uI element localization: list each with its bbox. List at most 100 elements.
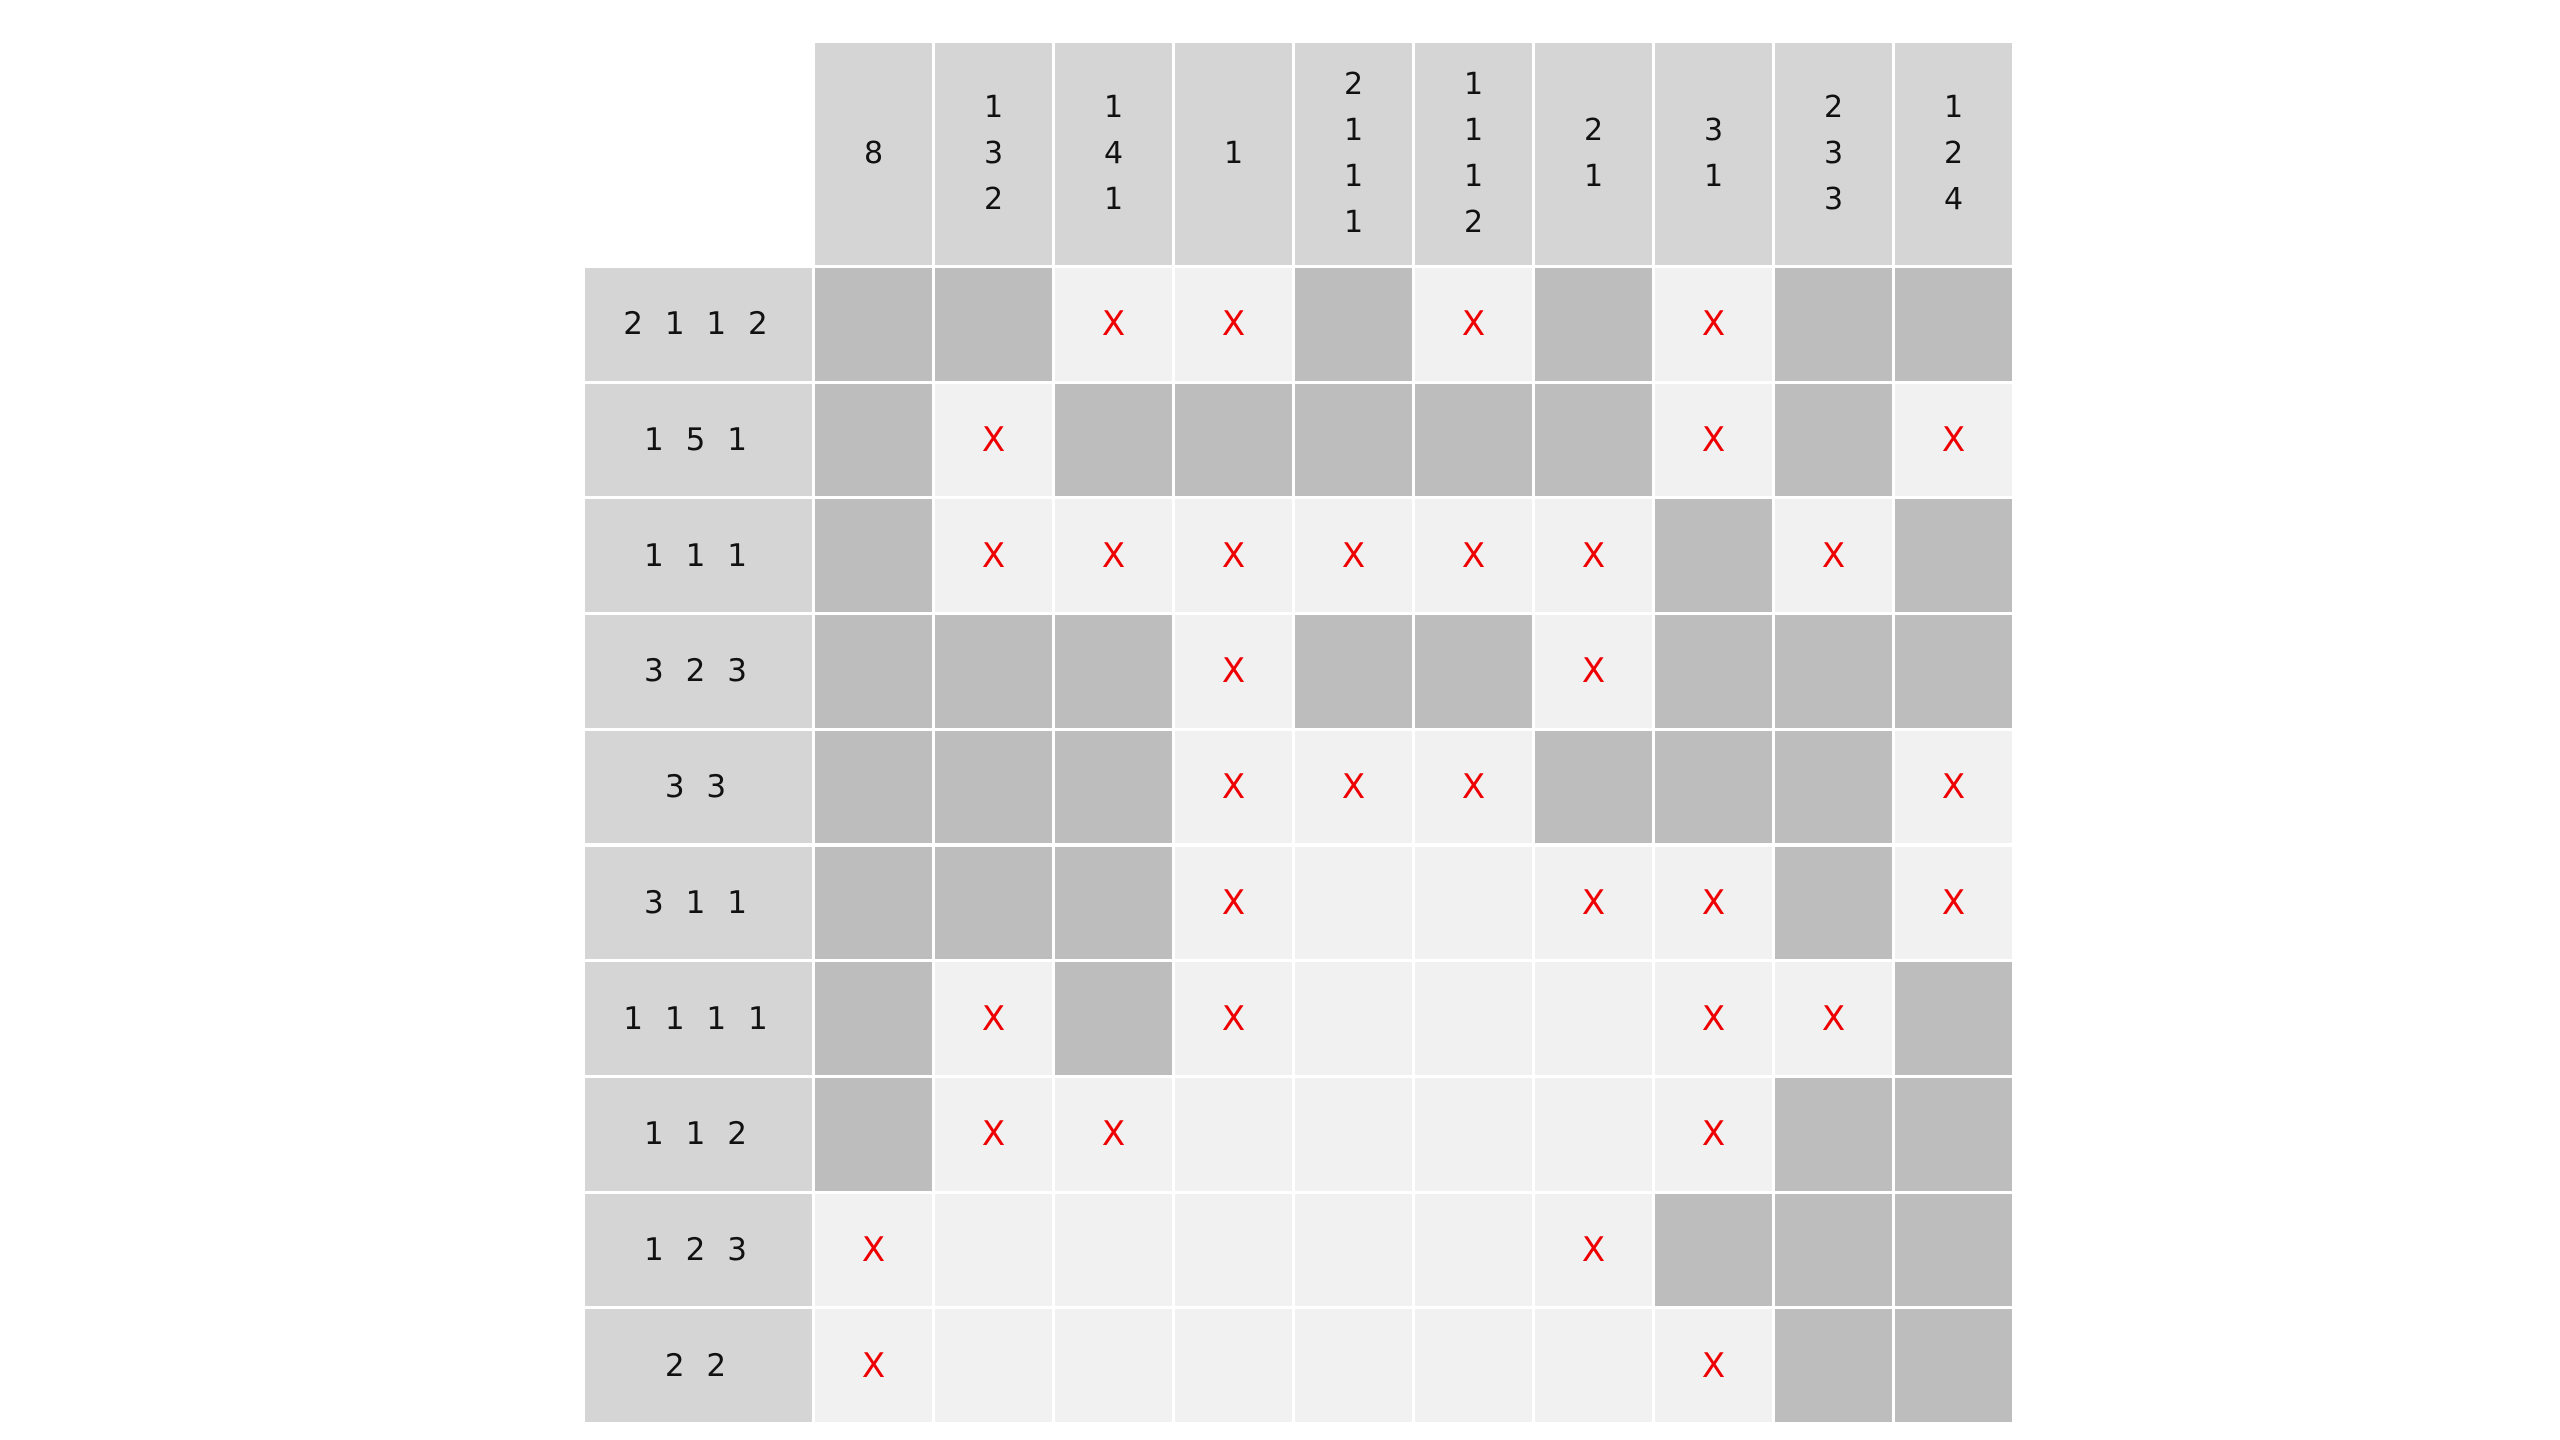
empty-cell[interactable] bbox=[1415, 1193, 1532, 1307]
filled-cell[interactable] bbox=[815, 962, 932, 1075]
filled-cell[interactable] bbox=[1055, 846, 1172, 960]
crossed-cell[interactable]: X bbox=[1415, 499, 1532, 613]
crossed-cell[interactable]: X bbox=[1535, 499, 1652, 613]
crossed-cell[interactable]: X bbox=[1535, 615, 1652, 728]
empty-cell[interactable] bbox=[1055, 1309, 1172, 1422]
filled-cell[interactable] bbox=[1535, 730, 1652, 844]
empty-cell[interactable] bbox=[1175, 1193, 1292, 1307]
crossed-cell[interactable]: X bbox=[1655, 1309, 1772, 1422]
filled-cell[interactable] bbox=[1295, 268, 1412, 381]
empty-cell[interactable] bbox=[1295, 1193, 1412, 1307]
crossed-cell[interactable]: X bbox=[1295, 730, 1412, 844]
crossed-cell[interactable]: X bbox=[935, 962, 1052, 1075]
filled-cell[interactable] bbox=[1775, 268, 1892, 381]
filled-cell[interactable] bbox=[935, 846, 1052, 960]
crossed-cell[interactable]: X bbox=[935, 1077, 1052, 1191]
filled-cell[interactable] bbox=[1775, 615, 1892, 728]
filled-cell[interactable] bbox=[1055, 383, 1172, 497]
crossed-cell[interactable]: X bbox=[1055, 1077, 1172, 1191]
empty-cell[interactable] bbox=[1535, 962, 1652, 1075]
filled-cell[interactable] bbox=[815, 846, 932, 960]
filled-cell[interactable] bbox=[1775, 730, 1892, 844]
empty-cell[interactable] bbox=[1175, 1077, 1292, 1191]
empty-cell[interactable] bbox=[1535, 1077, 1652, 1191]
crossed-cell[interactable]: X bbox=[1775, 962, 1892, 1075]
crossed-cell[interactable]: X bbox=[1655, 1077, 1772, 1191]
filled-cell[interactable] bbox=[1895, 268, 2012, 381]
filled-cell[interactable] bbox=[1775, 846, 1892, 960]
filled-cell[interactable] bbox=[1055, 962, 1172, 1075]
crossed-cell[interactable]: X bbox=[1535, 1193, 1652, 1307]
empty-cell[interactable] bbox=[935, 1309, 1052, 1422]
filled-cell[interactable] bbox=[1295, 615, 1412, 728]
filled-cell[interactable] bbox=[815, 268, 932, 381]
crossed-cell[interactable]: X bbox=[1655, 962, 1772, 1075]
crossed-cell[interactable]: X bbox=[935, 383, 1052, 497]
filled-cell[interactable] bbox=[1295, 383, 1412, 497]
filled-cell[interactable] bbox=[1415, 615, 1532, 728]
filled-cell[interactable] bbox=[1895, 1077, 2012, 1191]
crossed-cell[interactable]: X bbox=[1175, 846, 1292, 960]
crossed-cell[interactable]: X bbox=[1295, 499, 1412, 613]
crossed-cell[interactable]: X bbox=[1655, 846, 1772, 960]
crossed-cell[interactable]: X bbox=[1175, 499, 1292, 613]
empty-cell[interactable] bbox=[935, 1193, 1052, 1307]
crossed-cell[interactable]: X bbox=[1175, 962, 1292, 1075]
crossed-cell[interactable]: X bbox=[1775, 499, 1892, 613]
filled-cell[interactable] bbox=[1775, 1193, 1892, 1307]
filled-cell[interactable] bbox=[1895, 962, 2012, 1075]
empty-cell[interactable] bbox=[1415, 962, 1532, 1075]
filled-cell[interactable] bbox=[1655, 1193, 1772, 1307]
filled-cell[interactable] bbox=[1655, 730, 1772, 844]
crossed-cell[interactable]: X bbox=[1055, 499, 1172, 613]
crossed-cell[interactable]: X bbox=[815, 1309, 932, 1422]
filled-cell[interactable] bbox=[1895, 615, 2012, 728]
crossed-cell[interactable]: X bbox=[1175, 268, 1292, 381]
filled-cell[interactable] bbox=[1175, 383, 1292, 497]
empty-cell[interactable] bbox=[1295, 1077, 1412, 1191]
crossed-cell[interactable]: X bbox=[1895, 730, 2012, 844]
filled-cell[interactable] bbox=[1535, 383, 1652, 497]
filled-cell[interactable] bbox=[1775, 1309, 1892, 1422]
crossed-cell[interactable]: X bbox=[815, 1193, 932, 1307]
filled-cell[interactable] bbox=[935, 268, 1052, 381]
crossed-cell[interactable]: X bbox=[1655, 383, 1772, 497]
crossed-cell[interactable]: X bbox=[1895, 846, 2012, 960]
crossed-cell[interactable]: X bbox=[1895, 383, 2012, 497]
crossed-cell[interactable]: X bbox=[1175, 615, 1292, 728]
filled-cell[interactable] bbox=[1895, 499, 2012, 613]
crossed-cell[interactable]: X bbox=[935, 499, 1052, 613]
filled-cell[interactable] bbox=[1415, 383, 1532, 497]
crossed-cell[interactable]: X bbox=[1415, 268, 1532, 381]
filled-cell[interactable] bbox=[815, 499, 932, 613]
filled-cell[interactable] bbox=[1655, 499, 1772, 613]
crossed-cell[interactable]: X bbox=[1415, 730, 1532, 844]
filled-cell[interactable] bbox=[1055, 730, 1172, 844]
filled-cell[interactable] bbox=[1535, 268, 1652, 381]
filled-cell[interactable] bbox=[1055, 615, 1172, 728]
empty-cell[interactable] bbox=[1415, 846, 1532, 960]
crossed-cell[interactable]: X bbox=[1175, 730, 1292, 844]
filled-cell[interactable] bbox=[1655, 615, 1772, 728]
filled-cell[interactable] bbox=[935, 615, 1052, 728]
filled-cell[interactable] bbox=[815, 730, 932, 844]
crossed-cell[interactable]: X bbox=[1055, 268, 1172, 381]
empty-cell[interactable] bbox=[1415, 1077, 1532, 1191]
empty-cell[interactable] bbox=[1295, 1309, 1412, 1422]
crossed-cell[interactable]: X bbox=[1655, 268, 1772, 381]
empty-cell[interactable] bbox=[1055, 1193, 1172, 1307]
filled-cell[interactable] bbox=[1895, 1193, 2012, 1307]
filled-cell[interactable] bbox=[815, 383, 932, 497]
filled-cell[interactable] bbox=[815, 615, 932, 728]
empty-cell[interactable] bbox=[1295, 962, 1412, 1075]
filled-cell[interactable] bbox=[815, 1077, 932, 1191]
empty-cell[interactable] bbox=[1415, 1309, 1532, 1422]
filled-cell[interactable] bbox=[1775, 383, 1892, 497]
filled-cell[interactable] bbox=[1895, 1309, 2012, 1422]
filled-cell[interactable] bbox=[1775, 1077, 1892, 1191]
empty-cell[interactable] bbox=[1175, 1309, 1292, 1422]
filled-cell[interactable] bbox=[935, 730, 1052, 844]
empty-cell[interactable] bbox=[1295, 846, 1412, 960]
crossed-cell[interactable]: X bbox=[1535, 846, 1652, 960]
empty-cell[interactable] bbox=[1535, 1309, 1652, 1422]
